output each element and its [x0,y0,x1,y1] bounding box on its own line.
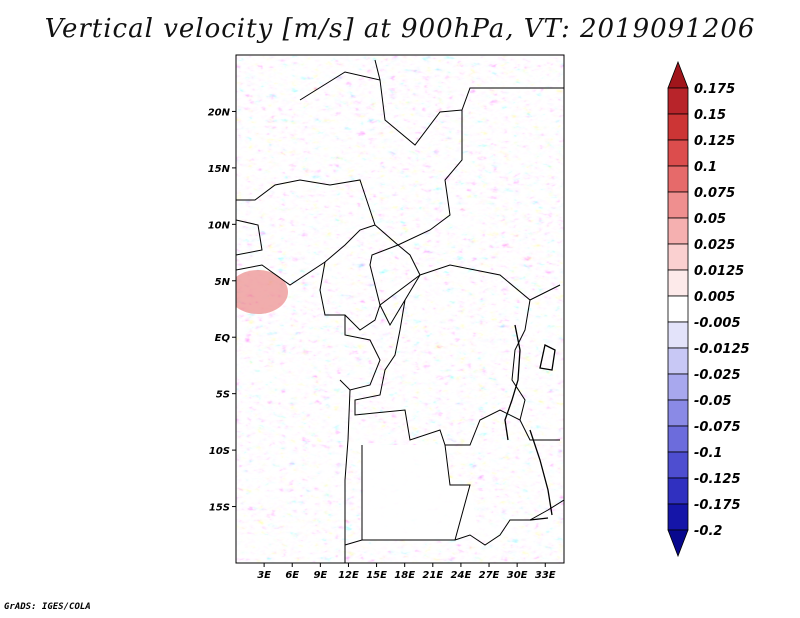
lon-tick-label: 18E [394,570,415,581]
lon-tick-label: 12E [338,570,359,581]
colorbar-swatch [667,113,689,141]
colorbar-label: -0.125 [694,472,741,487]
map-frame [235,54,565,564]
colorbar-label: 0.175 [694,82,735,97]
colorbar-swatch [667,165,689,193]
colorbar-swatch [667,243,689,271]
colorbar-swatch [667,451,689,479]
chart-title: Vertical velocity [m/s] at 900hPa, VT: 2… [44,14,756,44]
lat-tick-label: EQ [215,333,231,344]
lon-tick-label: 27E [479,570,500,581]
colorbar-swatch [667,477,689,505]
colorbar-swatch [667,373,689,401]
lat-tick-label: 20N [208,107,231,118]
colorbar-label: -0.2 [694,524,722,539]
colorbar-label: 0.075 [694,186,735,201]
colorbar-swatch [667,295,689,323]
lon-tick-label: 3E [257,570,271,581]
colorbar-swatch [667,60,689,89]
colorbar-label: -0.1 [694,446,722,461]
colorbar-label: 0.025 [694,238,735,253]
lat-tick-label: 10S [209,446,230,457]
lon-tick-label: 33E [535,570,556,581]
latitude-axis: 20N 15N 10N 5N EQ 5S 10S 15S [208,107,236,514]
lat-tick-label: 5S [216,390,230,401]
lat-tick-label: 15S [209,503,230,514]
colorbar-label: 0.15 [694,108,726,123]
colorbar-swatch [667,503,689,531]
lon-tick-label: 6E [285,570,299,581]
colorbar-swatch [667,399,689,427]
colorbar-label: 0.005 [694,290,735,305]
lakes [504,324,556,521]
colorbar: 0.175 0.15 0.125 0.1 0.075 0.05 0.025 0.0125 0.0… [667,60,750,558]
colorbar-label: -0.175 [694,498,741,513]
colorbar-label: 0.1 [694,160,717,175]
colorbar-swatch [667,191,689,219]
grads-credit: GrADS: IGES/COLA [4,602,91,612]
colorbar-label: 0.0125 [694,264,744,279]
colorbar-label: -0.05 [694,394,731,409]
colorbar-label: -0.025 [694,368,741,383]
lon-tick-label: 21E [422,570,443,581]
lon-tick-label: 24E [451,570,472,581]
colorbar-swatch [667,529,689,558]
colorbar-swatch [667,321,689,349]
colorbar-label: 0.05 [694,212,726,227]
colorbar-label: -0.075 [694,420,741,435]
longitude-axis: 3E 6E 9E 12E 15E 18E 21E 24E 27E 30E 33E [257,563,556,581]
lat-tick-label: 15N [208,164,231,175]
colorbar-swatch [667,347,689,375]
colorbar-swatch [667,87,689,115]
colorbar-swatch [667,139,689,167]
lat-tick-label: 5N [215,277,231,288]
colorbar-swatch [667,217,689,245]
colorbar-swatch [667,269,689,297]
colorbar-swatch [667,425,689,453]
lat-tick-label: 10N [208,220,231,231]
lon-tick-label: 15E [366,570,387,581]
velocity-field [236,55,564,563]
lon-tick-label: 30E [507,570,528,581]
colorbar-label: 0.125 [694,134,735,149]
colorbar-label: -0.0125 [694,342,750,357]
colorbar-label: -0.005 [694,316,741,331]
lon-tick-label: 9E [313,570,327,581]
